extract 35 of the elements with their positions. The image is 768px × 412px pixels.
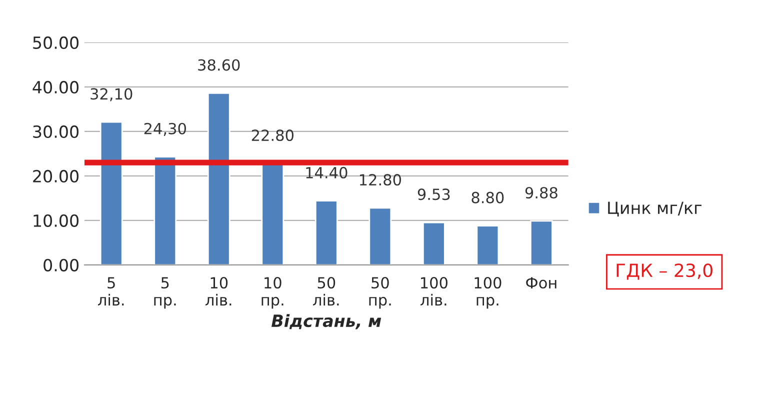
data-label: 22.80: [252, 130, 294, 142]
bar: [154, 156, 177, 265]
x-tick-label: 50 пр.: [369, 276, 391, 309]
x-tick-label: 100 лів.: [420, 276, 448, 306]
bar: [476, 225, 500, 265]
data-label: 24,30: [144, 122, 186, 136]
y-tick-label: 40.00: [32, 80, 79, 94]
bar: [314, 200, 338, 265]
x-tick-label: 100 пр.: [474, 276, 502, 309]
data-label: 9.53: [418, 188, 450, 200]
bar: [100, 121, 123, 265]
x-tick-label: 10 лів.: [206, 276, 232, 306]
x-axis-title: Відстань, м: [272, 314, 382, 330]
data-label: 14.40: [306, 166, 348, 178]
bar: [368, 207, 392, 265]
x-tick-label: Фон: [526, 277, 556, 289]
data-label: 12.80: [360, 174, 402, 186]
data-label: 38.60: [198, 59, 240, 71]
y-tick-label: 20.00: [33, 170, 79, 182]
x-tick-label: 5 лів.: [98, 277, 124, 306]
legend-label: Цинк мг/кг: [608, 202, 702, 217]
y-tick-label: 50.00: [33, 36, 79, 50]
x-tick-label: 10 пр.: [262, 276, 284, 309]
x-tick-label: 50 лів.: [313, 276, 339, 306]
y-tick-label: 10.00: [34, 214, 79, 227]
x-tick-label: 5 пр.: [154, 277, 176, 309]
data-label: 32,10: [90, 88, 132, 102]
bar: [422, 222, 446, 265]
y-tick-label: 0.00: [44, 258, 79, 272]
data-label: 9.88: [525, 186, 558, 199]
ref-line-label: ГДК – 23,0: [616, 264, 712, 280]
bar: [207, 92, 230, 265]
y-tick-label: 30.00: [33, 125, 79, 138]
bar: [530, 220, 553, 265]
data-label: 8.80: [472, 192, 504, 204]
